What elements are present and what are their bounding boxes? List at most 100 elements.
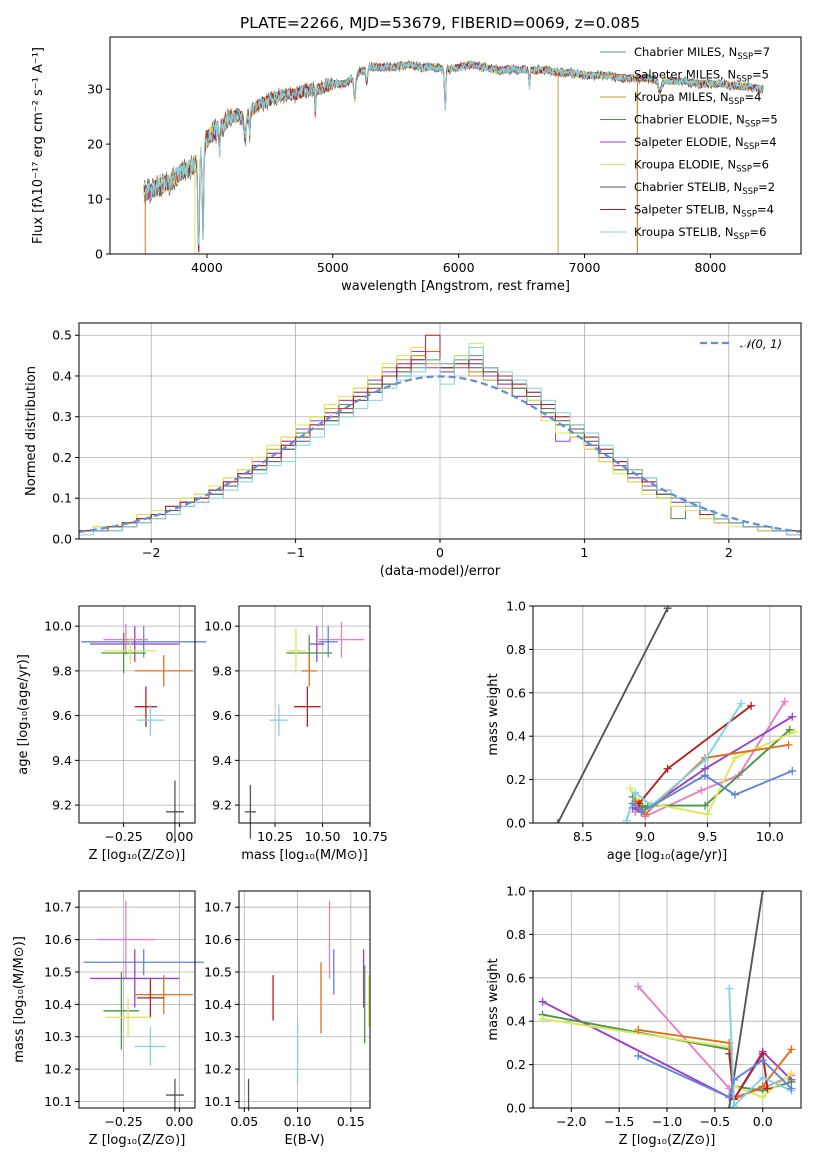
axes-frame	[238, 890, 371, 1109]
y-tick-label: 10.3	[44, 1029, 72, 1044]
y-tick-label: 10.3	[204, 1029, 232, 1044]
y-axis-label: mass weight	[486, 958, 501, 1040]
y-tick-label: 10.4	[204, 997, 232, 1012]
weight-point-marker	[538, 1015, 547, 1024]
mass-vs-metallicity-panel: −0.25 0.00 10.1 10.2 10.3 10.4 10.5 10.6 10.7 Z […	[12, 890, 204, 1148]
spectrum-series-line	[143, 60, 764, 246]
axes-frame	[238, 605, 371, 824]
y-tick-label: 0.8	[506, 927, 526, 942]
legend-entry: Salpeter ELODIE, NSSP=4	[634, 135, 777, 152]
x-tick-label: 8.5	[573, 829, 593, 844]
y-tick-label: 0.2	[506, 772, 526, 787]
weight-point-marker	[784, 740, 793, 749]
weight-point-marker	[663, 606, 672, 613]
figure-title: PLATE=2266, MJD=53679, FIBERID=0069, z=0…	[240, 14, 640, 32]
y-tick-label: 0.1	[52, 491, 72, 506]
weight-point-marker	[725, 1104, 734, 1108]
x-tick-label: −0.25	[104, 1114, 142, 1129]
y-tick-label: 0.6	[506, 970, 526, 985]
x-tick-label: 10.50	[305, 829, 341, 844]
legend-entry: Kroupa MILES, NSSP=4	[634, 90, 761, 107]
y-tick-label: 9.4	[52, 753, 72, 768]
weight-point-marker	[634, 1025, 643, 1034]
y-axis-label: mass weight	[486, 673, 501, 755]
age-vs-mass-panel: 10.25 10.50 10.75 9.2 9.4 9.6 9.8 10.0 mass [log…	[204, 605, 388, 863]
weight-point-marker	[553, 819, 562, 823]
weight-point-marker	[697, 786, 706, 795]
weight-point-marker	[628, 799, 637, 808]
legend-entry: Chabrier STELIB, NSSP=2	[634, 180, 775, 197]
axes-frame	[78, 605, 196, 824]
x-tick-label: 0.0	[753, 1114, 773, 1129]
y-tick-label: 30	[87, 82, 103, 97]
x-tick-label: 10.75	[352, 829, 388, 844]
x-axis-label: Z [log₁₀(Z/Z⊙)]	[89, 1133, 186, 1148]
mass-vs-extinction-panel: 0.05 0.10 0.15 10.1 10.2 10.3 10.4 10.5 10.6 10.7…	[204, 890, 371, 1148]
y-tick-label: 0.4	[52, 368, 72, 383]
y-axis-label: age [log₁₀(age/yr)]	[16, 654, 31, 775]
weight-point-marker	[758, 1056, 767, 1065]
weight-point-marker	[725, 1093, 734, 1102]
y-tick-label: 0.8	[506, 642, 526, 657]
y-tick-label: 10	[87, 192, 103, 207]
x-tick-label: −2.0	[556, 1114, 586, 1129]
weight-point-marker	[730, 1075, 738, 1084]
legend-entry: 𝒩(0, 1)	[740, 337, 782, 351]
legend-entry: Kroupa ELODIE, NSSP=6	[634, 158, 769, 175]
weight-point-marker	[788, 766, 797, 775]
weight-point-marker	[538, 997, 547, 1006]
y-tick-label: 10.7	[44, 900, 72, 915]
x-tick-label: 0.00	[165, 1114, 193, 1129]
residual-histogram-panel: 𝒩(0, 1) −2 −1 0 1 2 0.0 0.1 0.2 0.3 0.4 0.5 (data-mo…	[24, 322, 802, 579]
weight-point-marker	[790, 727, 799, 736]
legend-entry: Kroupa STELIB, NSSP=6	[634, 225, 766, 242]
x-axis-label: E(B-V)	[284, 1133, 324, 1148]
weight-point-marker	[758, 1093, 767, 1102]
weight-point-marker	[787, 1084, 796, 1093]
weight-point-marker	[758, 1073, 767, 1082]
weight-point-marker	[787, 1069, 796, 1078]
x-axis-label: Z [log₁₀(Z/Z⊙)]	[619, 1133, 716, 1148]
weight-point-marker	[701, 771, 710, 780]
weight-point-marker	[737, 699, 746, 708]
y-tick-label: 0.0	[52, 532, 72, 547]
weight-point-marker	[725, 984, 734, 993]
axes-frame	[78, 890, 196, 1109]
y-tick-label: 0	[95, 247, 103, 262]
plot-area	[553, 606, 799, 823]
axes-frame	[109, 36, 802, 255]
y-tick-label: 10.2	[44, 1062, 72, 1077]
weight-point-marker	[788, 712, 797, 721]
x-tick-label: −1	[286, 545, 304, 560]
weight-point-marker	[758, 1082, 767, 1091]
y-tick-label: 1.0	[506, 884, 526, 899]
x-tick-label: 0.00	[165, 829, 193, 844]
weight-series-line	[557, 607, 669, 823]
y-tick-label: 0.2	[506, 1057, 526, 1072]
age-vs-metallicity-panel: −0.25 0.00 9.2 9.4 9.6 9.8 10.0 Z [log₁₀(Z/Z⊙)]…	[16, 605, 207, 863]
y-tick-label: 9.6	[212, 708, 232, 723]
weight-point-marker	[730, 753, 739, 762]
x-tick-label: 8000	[694, 260, 726, 275]
y-tick-label: 0.0	[506, 816, 526, 831]
y-tick-label: 10.1	[204, 1094, 232, 1109]
y-tick-label: 9.4	[212, 753, 232, 768]
y-axis-label: mass [log₁₀(M/M⊙)]	[12, 936, 27, 1063]
legend-entry: Salpeter STELIB, NSSP=4	[634, 203, 774, 220]
y-tick-label: 9.2	[52, 798, 72, 813]
normal-reference-curve	[78, 375, 802, 533]
x-tick-label: 0.10	[284, 1114, 312, 1129]
y-tick-label: 0.2	[52, 450, 72, 465]
weight-series-line	[728, 988, 792, 1108]
spectrum-panel: Chabrier MILES, NSSP=7 Salpeter MILES, NS…	[31, 36, 802, 294]
weight-series-line	[728, 1051, 769, 1103]
legend-entry: Chabrier MILES, NSSP=7	[634, 45, 770, 62]
y-tick-label: 10.7	[204, 900, 232, 915]
weight-point-marker	[780, 697, 789, 706]
x-tick-label: 7000	[569, 260, 601, 275]
x-axis-label: wavelength [Angstrom, rest frame]	[341, 279, 570, 294]
y-tick-label: 9.6	[52, 708, 72, 723]
x-axis-label: Z [log₁₀(Z/Z⊙)]	[89, 848, 186, 863]
y-tick-label: 10.2	[204, 1062, 232, 1077]
weight-vs-metallicity-panel: −2.0 −1.5 −1.0 −0.5 0.0 0.0 0.2 0.4 0.6 0.8 1.0 Z […	[486, 884, 802, 1148]
